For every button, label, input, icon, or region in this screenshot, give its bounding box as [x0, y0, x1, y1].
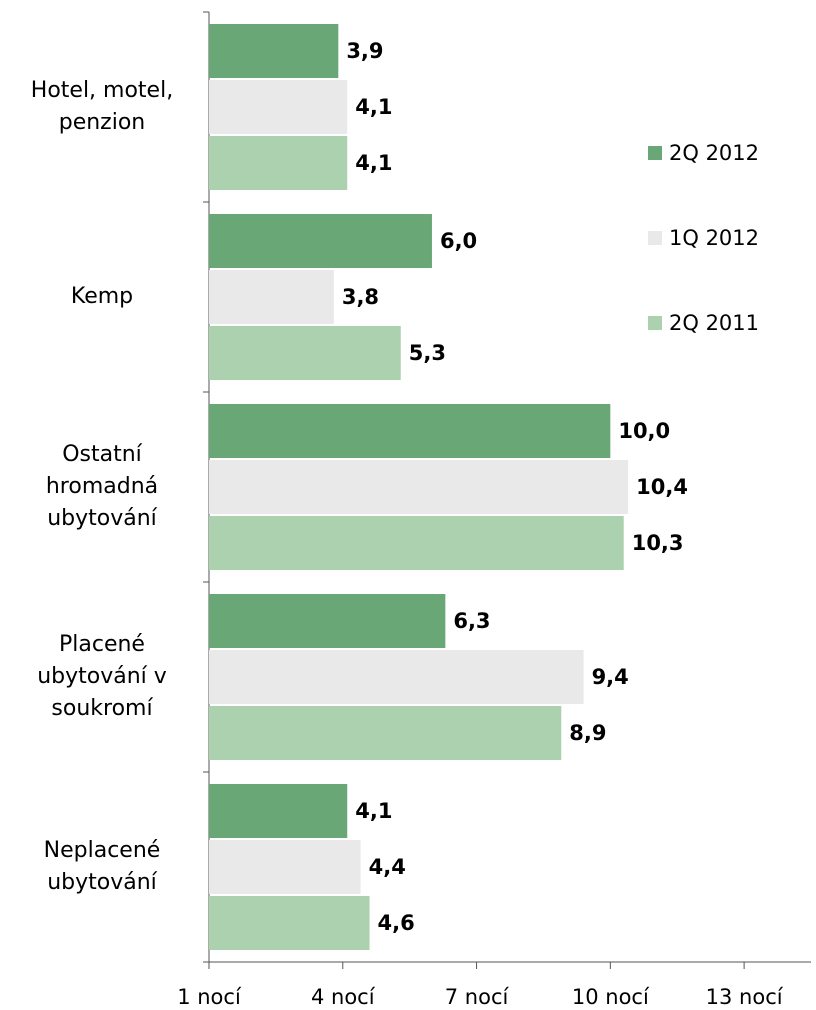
legend-swatch	[648, 231, 662, 245]
legend-label: 1Q 2012	[669, 226, 759, 250]
bar	[209, 784, 348, 838]
x-tick-label: 4 nocí	[311, 985, 376, 1009]
bar	[209, 136, 348, 190]
value-label: 4,1	[355, 799, 392, 823]
value-label: 8,9	[569, 721, 606, 745]
value-label: 5,3	[409, 341, 446, 365]
bar	[209, 214, 432, 268]
category-label: Neplacené ubytování	[43, 838, 161, 895]
value-label: 4,4	[369, 855, 406, 879]
value-label: 4,6	[378, 911, 415, 935]
x-tick-label: 7 nocí	[445, 985, 510, 1009]
bar	[209, 706, 562, 760]
bar	[209, 326, 401, 380]
legend-swatch	[648, 146, 662, 160]
bar	[209, 516, 624, 570]
bar	[209, 896, 370, 950]
legend-label: 2Q 2011	[669, 311, 759, 335]
legend-label: 2Q 2012	[669, 141, 759, 165]
value-label: 3,8	[342, 285, 379, 309]
category-label: Ostatní hromadná ubytování	[45, 442, 159, 531]
legend-swatch	[648, 316, 662, 330]
bar	[209, 80, 348, 134]
bar	[209, 24, 339, 78]
bar	[209, 650, 584, 704]
category-label: Hotel, motel, penzion	[30, 78, 174, 135]
bar	[209, 270, 334, 324]
category-label: Kemp	[70, 284, 134, 309]
bar	[209, 404, 611, 458]
value-label: 10,3	[632, 531, 684, 555]
bar	[209, 840, 361, 894]
x-tick-label: 10 nocí	[572, 985, 650, 1009]
value-label: 9,4	[592, 665, 629, 689]
value-label: 4,1	[355, 151, 392, 175]
x-tick-label: 1 nocí	[177, 985, 242, 1009]
value-label: 6,0	[440, 229, 477, 253]
x-tick-label: 13 nocí	[706, 985, 784, 1009]
bar	[209, 460, 629, 514]
value-label: 3,9	[346, 39, 383, 63]
category-label: Placené ubytování v soukromí	[37, 632, 167, 721]
value-label: 4,1	[355, 95, 392, 119]
value-label: 10,0	[618, 419, 670, 443]
value-label: 6,3	[453, 609, 490, 633]
bar	[209, 594, 446, 648]
value-label: 10,4	[636, 475, 688, 499]
